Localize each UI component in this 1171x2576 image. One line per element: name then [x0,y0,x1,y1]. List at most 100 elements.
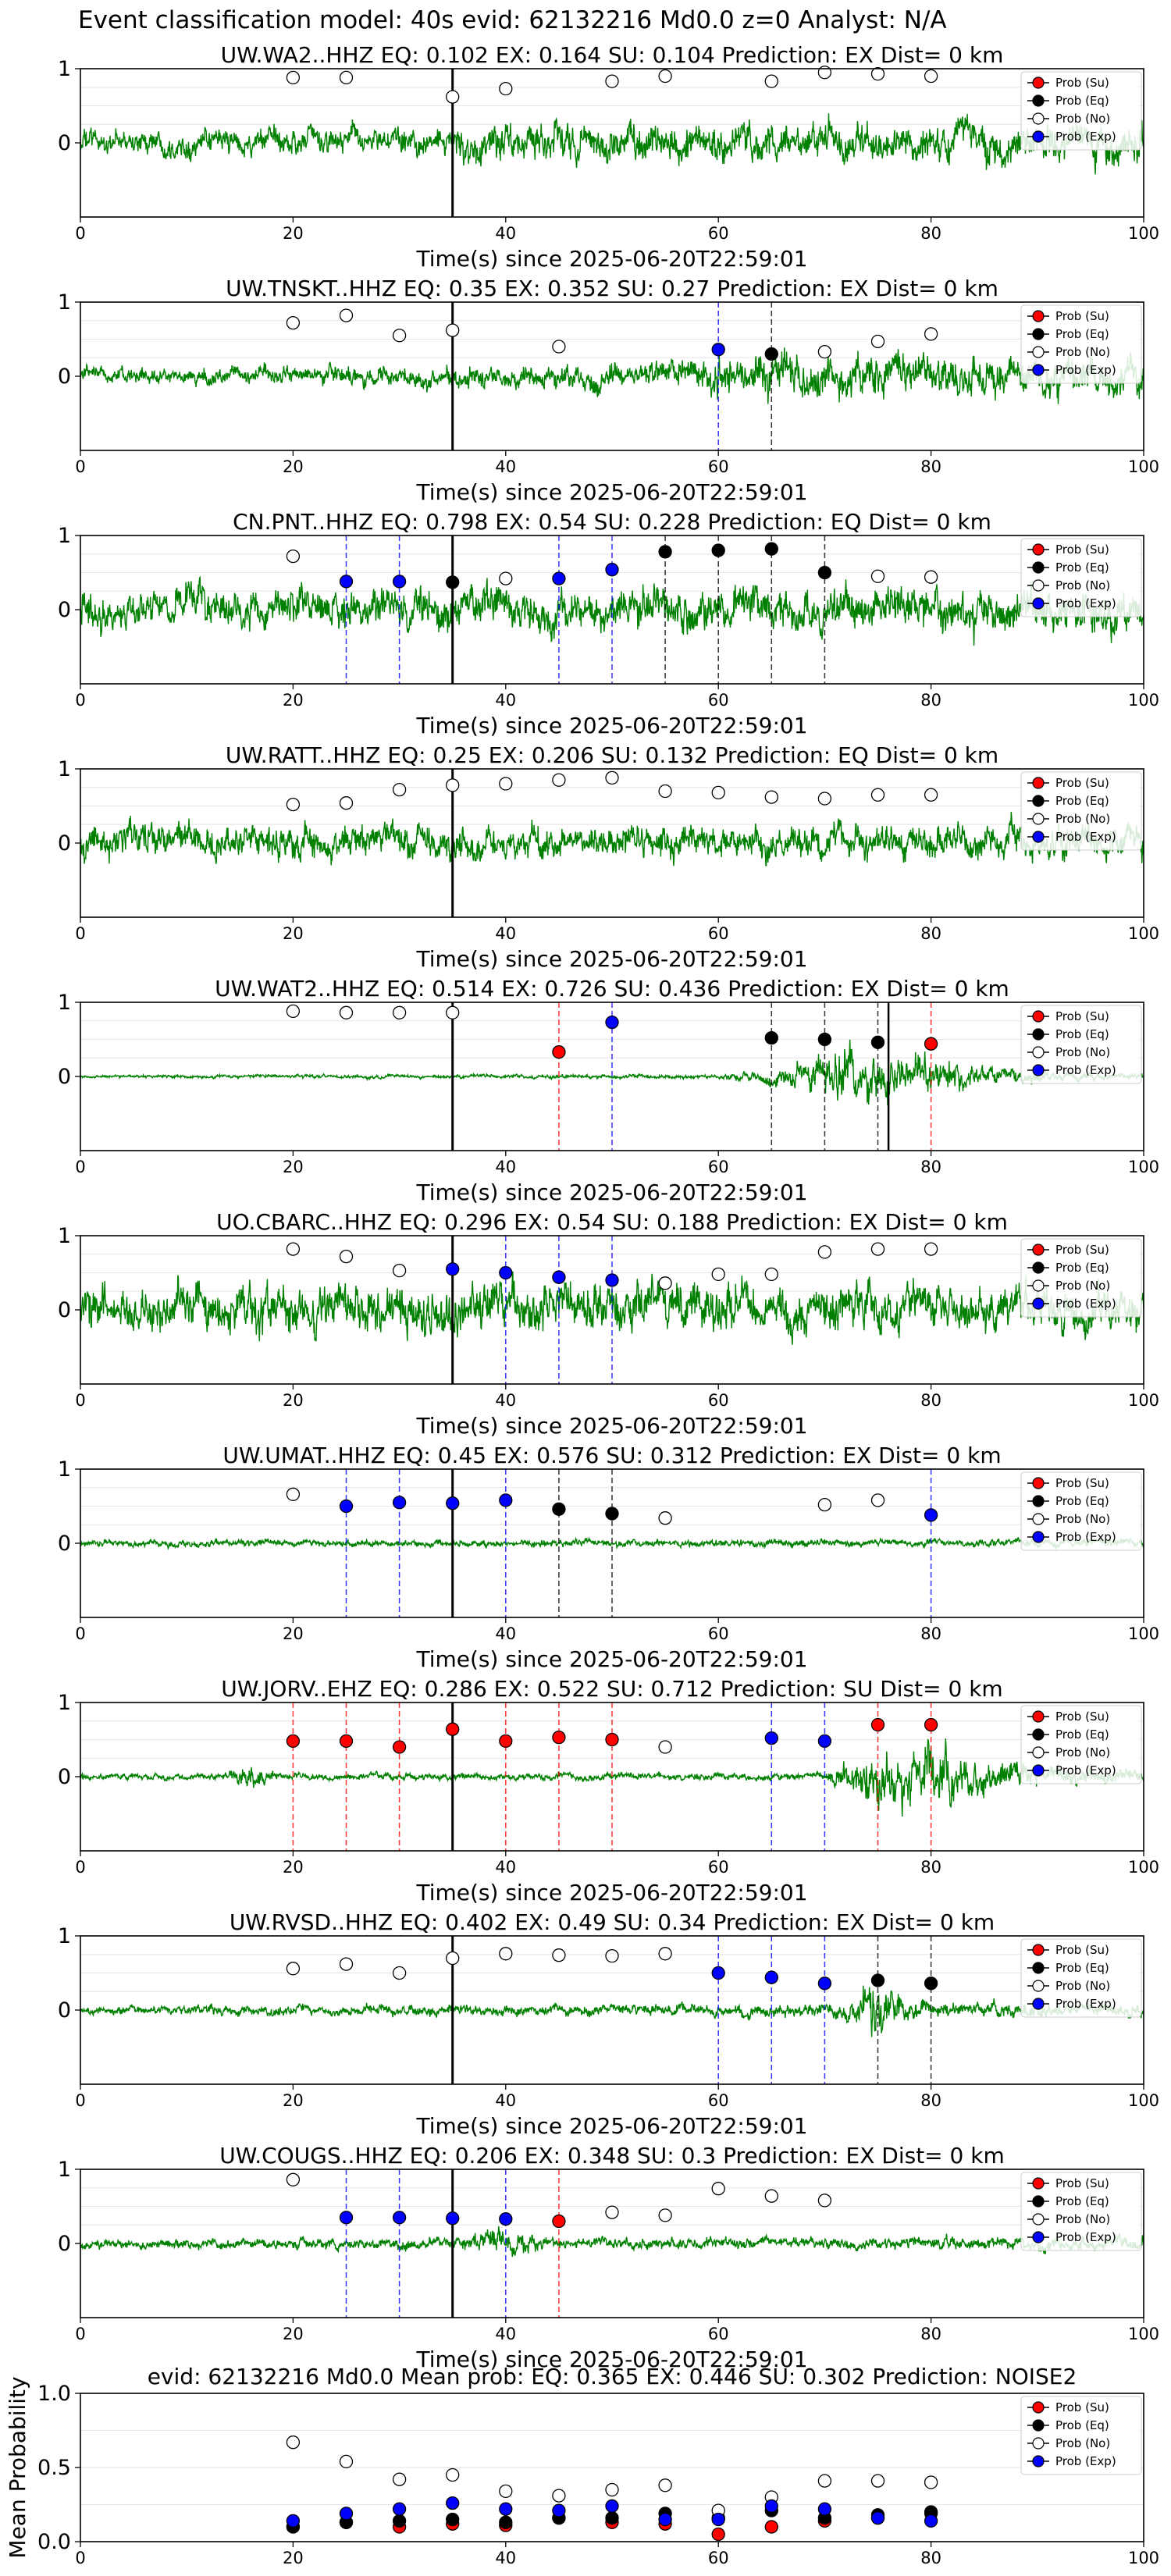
mean-panel-title: evid: 62132216 Md0.0 Mean prob: EQ: 0.36… [148,2364,1077,2389]
prob-marker-exp [605,563,619,577]
legend-label-no: Prob (No) [1055,812,1110,826]
legend-marker [1032,2419,1045,2432]
prob-marker-no [817,344,832,359]
panel-title: UW.UMAT..HHZ EQ: 0.45 EX: 0.576 SU: 0.31… [222,1443,1001,1468]
legend-marker [1032,1028,1045,1041]
panel-uw-wat2-hhz: UW.WAT2..HHZ EQ: 0.514 EX: 0.726 SU: 0.4… [58,976,1159,1205]
x-tick-label: 20 [283,224,304,243]
prob-marker-eq [924,1976,938,1991]
legend-label-exp: Prob (Exp) [1055,1297,1116,1311]
legend-label-exp: Prob (Exp) [1055,1763,1116,1777]
panel-title: UO.CBARC..HHZ EQ: 0.296 EX: 0.54 SU: 0.1… [216,1209,1008,1235]
x-tick-label: 40 [495,1624,516,1643]
legend-marker [1032,1495,1045,1507]
waveform-trace [80,1536,1144,1551]
y-tick-label: 0.5 [37,2456,71,2480]
prob-marker-no [711,2182,725,2196]
prob-marker-eq [817,1032,832,1047]
prob-marker-no [339,1957,354,1971]
panel-uo-cbarc-hhz: UO.CBARC..HHZ EQ: 0.296 EX: 0.54 SU: 0.1… [58,1209,1159,1439]
legend-label-exp: Prob (Exp) [1055,1063,1116,1077]
prob-marker-exp [764,1731,778,1745]
legend-label-su: Prob (Su) [1055,1476,1109,1490]
legend-label-eq: Prob (Eq) [1055,94,1109,108]
x-tick-label: 40 [495,691,516,710]
x-tick-label: 40 [495,1391,516,1410]
prob-marker-no [658,69,672,84]
x-tick-label: 20 [283,1158,304,1176]
legend-label-eq: Prob (Eq) [1055,560,1109,575]
mean-marker-eq [499,2515,513,2529]
prob-marker-no [764,790,778,804]
x-tick-label: 80 [920,924,941,943]
panel-title: UW.JORV..EHZ EQ: 0.286 EX: 0.522 SU: 0.7… [221,1676,1002,1702]
prob-marker-exp [552,571,566,585]
prob-marker-no [286,549,301,564]
prob-marker-no [658,2208,672,2222]
prob-marker-no [870,1493,885,1507]
x-axis-label: Time(s) since 2025-06-20T22:59:01 [415,1646,807,1672]
prob-marker-no [286,315,301,330]
prob-marker-no [499,777,513,791]
prob-marker-no [817,792,832,806]
prob-marker-su [924,1037,938,1051]
legend-marker [1032,2455,1045,2467]
prob-marker-no [286,2172,301,2186]
legend-box [1020,1005,1142,1084]
panel-uw-tnskt-hhz: UW.TNSKT..HHZ EQ: 0.35 EX: 0.352 SU: 0.2… [58,276,1159,505]
legend-label-no: Prob (No) [1055,1745,1110,1759]
x-tick-label: 80 [920,2325,941,2343]
prob-marker-no [446,90,460,104]
prob-marker-su [552,2214,566,2229]
x-tick-label: 60 [708,2549,729,2567]
legend-marker [1032,795,1045,807]
legend-marker [1032,76,1045,89]
panel-uw-jorv-ehz: UW.JORV..EHZ EQ: 0.286 EX: 0.522 SU: 0.7… [58,1676,1159,1905]
prob-marker-exp [605,1016,619,1030]
legend-label-exp: Prob (Exp) [1055,363,1116,377]
prob-marker-eq [764,542,778,556]
y-tick-label: 0 [58,365,71,389]
legend-marker [1032,1531,1045,1543]
x-tick-label: 100 [1128,1858,1159,1877]
legend-label-su: Prob (Su) [1055,1243,1109,1257]
legend-marker [1032,561,1045,574]
prob-marker-no [446,323,460,337]
panel-title: UW.WA2..HHZ EQ: 0.102 EX: 0.164 SU: 0.10… [221,42,1004,68]
prob-marker-no [446,778,460,792]
prob-marker-eq [764,1030,778,1045]
x-axis-label: Time(s) since 2025-06-20T22:59:01 [415,479,807,505]
prob-marker-no [499,571,513,585]
y-tick-label: 0 [58,598,71,622]
y-tick-label: 1 [58,524,71,548]
legend-marker [1032,1010,1045,1023]
prob-marker-exp [499,1265,513,1280]
prob-marker-no [339,796,354,810]
legend-marker [1032,1279,1045,1292]
x-tick-label: 100 [1128,224,1159,243]
panel-title: UW.RVSD..HHZ EQ: 0.402 EX: 0.49 SU: 0.34… [230,1909,995,1935]
prob-marker-no [446,1951,460,1966]
legend-label-eq: Prob (Eq) [1055,327,1109,341]
legend-marker [1032,346,1045,358]
prob-marker-exp [552,1270,566,1284]
prob-marker-exp [339,1499,354,1514]
legend-label-no: Prob (No) [1055,1279,1110,1293]
prob-marker-su [286,1734,301,1749]
x-tick-label: 100 [1128,2091,1159,2110]
y-tick-label: 1 [58,2158,71,2182]
mean-marker-eq [446,2512,460,2527]
legend-marker [1032,1764,1045,1777]
y-axis-label: Mean Probability [5,2376,30,2558]
prob-marker-no [711,1267,725,1282]
prob-marker-no [764,74,778,88]
mean-marker-su [764,2520,778,2534]
x-tick-label: 80 [920,2549,941,2567]
x-tick-label: 60 [708,924,729,943]
legend-marker [1032,1244,1045,1256]
legend-box [1020,1938,1142,2018]
mean-marker-no [499,2484,513,2499]
legend-label-su: Prob (Su) [1055,2400,1109,2414]
prob-marker-no [552,773,566,787]
legend-marker [1032,1297,1045,1310]
